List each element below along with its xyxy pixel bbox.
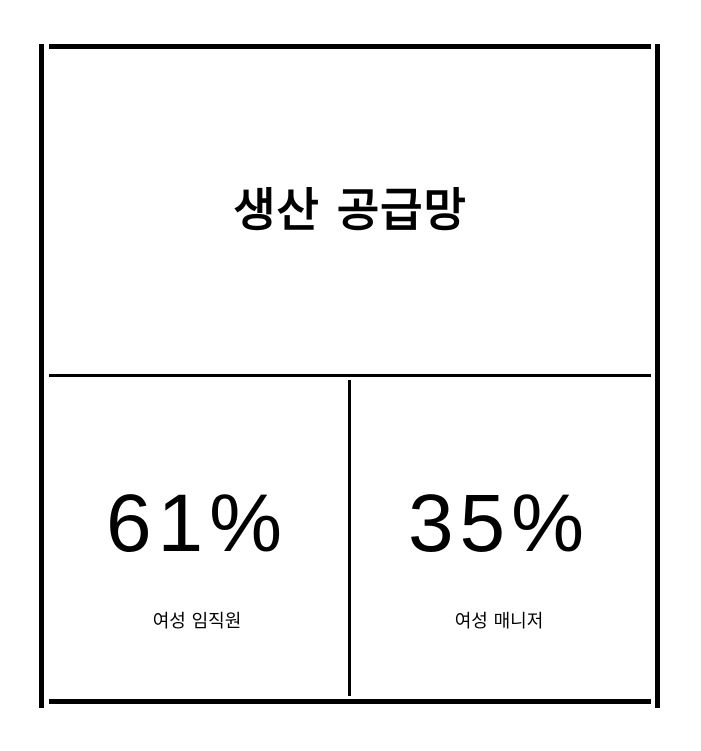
female-employees-label: 여성 임직원	[152, 611, 242, 632]
female-employees-percentage: 61%	[105, 478, 289, 569]
card-border-top	[49, 44, 651, 49]
card-horizontal-divider	[49, 374, 651, 377]
card-border-right	[655, 44, 660, 708]
female-employees-stat: 61% 여성 임직원	[49, 478, 345, 634]
female-managers-label: 여성 매니저	[454, 611, 544, 632]
female-managers-percentage: 35%	[407, 478, 591, 569]
card-border-left	[39, 44, 44, 708]
card-vertical-divider	[348, 380, 351, 696]
female-managers-stat: 35% 여성 매니저	[351, 478, 647, 634]
card-border-bottom	[49, 699, 651, 704]
card-title: 생산 공급망	[233, 183, 467, 237]
